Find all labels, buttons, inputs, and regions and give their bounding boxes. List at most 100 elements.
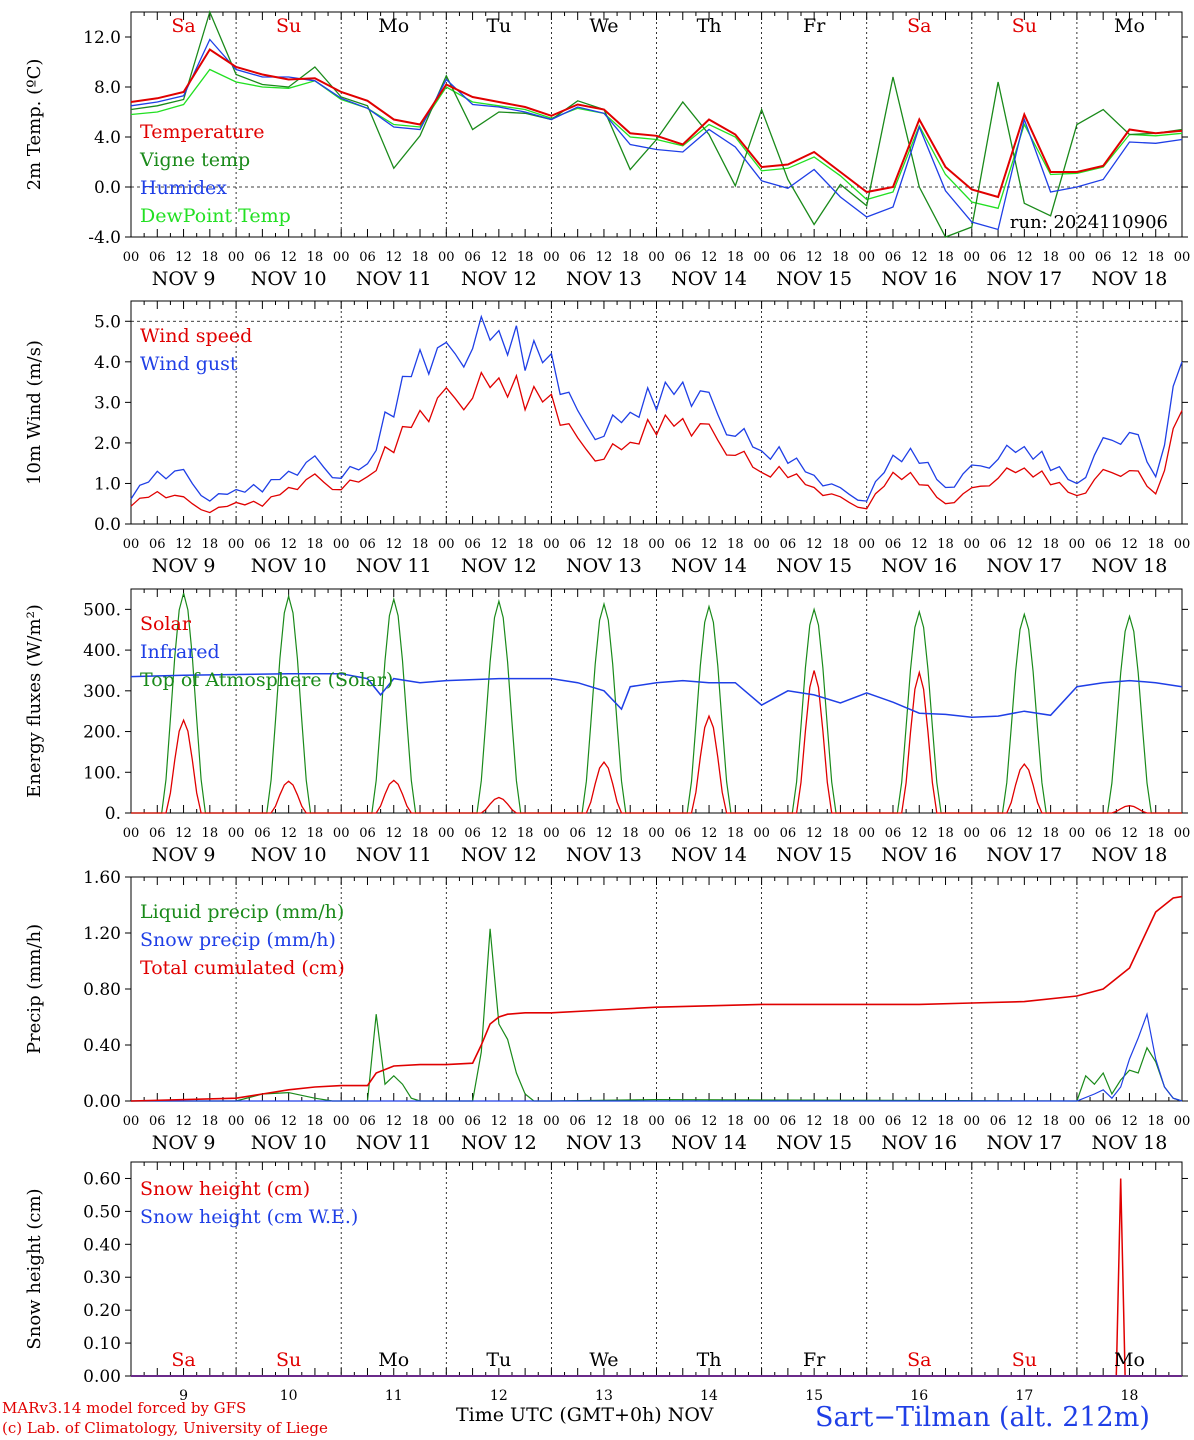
hour-tick-label: 00: [648, 1114, 665, 1129]
hour-tick-label: 06: [885, 250, 902, 265]
hour-tick-label: 12: [911, 537, 928, 552]
hour-tick-label: 06: [569, 537, 586, 552]
hour-tick-label: 12: [280, 1114, 297, 1129]
y-tick-label: 1.60: [83, 868, 121, 888]
hour-tick-label: 00: [858, 826, 875, 841]
day-number: 17: [1015, 1388, 1033, 1404]
date-label: NOV 13: [566, 268, 642, 290]
hour-tick-label: 06: [359, 826, 376, 841]
hour-tick-label: 18: [412, 537, 429, 552]
date-label: NOV 11: [356, 555, 432, 577]
hour-tick-label: 06: [675, 250, 692, 265]
y-tick-label: 12.0: [83, 28, 121, 48]
hour-tick-label: 00: [858, 1114, 875, 1129]
hour-tick-label: 12: [175, 1114, 192, 1129]
hour-tick-label: 12: [491, 1114, 508, 1129]
hour-tick-label: 18: [1147, 537, 1164, 552]
date-label: NOV 13: [566, 555, 642, 577]
day-number: 16: [910, 1388, 928, 1404]
hour-tick-label: 06: [149, 1114, 166, 1129]
date-label: NOV 11: [356, 1132, 432, 1154]
hour-tick-label: 18: [1147, 250, 1164, 265]
y-tick-label: 2.0: [94, 434, 121, 454]
hour-tick-label: 12: [596, 826, 613, 841]
series-line-solar: [131, 669, 1182, 814]
hour-tick-label: 06: [780, 250, 797, 265]
series-line-vigne-temp: [130, 10, 1183, 238]
y-tick-label: 1.0: [94, 474, 121, 494]
date-label: NOV 14: [671, 1132, 747, 1154]
hour-tick-label: 06: [1095, 826, 1112, 841]
hour-tick-label: 00: [543, 537, 560, 552]
hour-tick-label: 00: [964, 537, 981, 552]
hour-tick-label: 18: [412, 1114, 429, 1129]
y-tick-label: -4.0: [88, 228, 121, 248]
y-tick-label: 500.: [83, 600, 121, 620]
hour-tick-label: 06: [885, 537, 902, 552]
hour-tick-label: 18: [622, 537, 639, 552]
series-line-wind-gust: [130, 314, 1183, 502]
day-name: Su: [276, 15, 301, 37]
legend-entry: Solar: [140, 613, 192, 635]
series-line-wind-speed: [130, 371, 1183, 514]
date-label: NOV 10: [251, 844, 327, 866]
day-name: Su: [276, 1349, 301, 1371]
day-name: Mo: [1114, 15, 1145, 37]
y-axis-label: 10m Wind (m/s): [24, 340, 45, 485]
hour-tick-label: 00: [964, 1114, 981, 1129]
hour-tick-label: 00: [964, 250, 981, 265]
hour-tick-label: 06: [359, 250, 376, 265]
hour-tick-label: 00: [543, 826, 560, 841]
y-tick-label: 0.00: [83, 1367, 121, 1387]
hour-tick-label: 18: [727, 250, 744, 265]
date-label: NOV 15: [776, 844, 852, 866]
legend-entry: Snow height (cm W.E.): [140, 1206, 358, 1228]
legend-entry: Infrared: [140, 641, 220, 663]
hour-tick-label: 12: [280, 250, 297, 265]
hour-tick-label: 06: [780, 826, 797, 841]
hour-tick-label: 18: [202, 1114, 219, 1129]
date-label: NOV 11: [356, 268, 432, 290]
hour-tick-label: 12: [1016, 826, 1033, 841]
y-tick-label: 0.30: [83, 1268, 121, 1288]
hour-tick-label: 00: [1069, 537, 1086, 552]
day-name: We: [589, 15, 618, 37]
hour-tick-label: 18: [517, 1114, 534, 1129]
hour-tick-label: 18: [1042, 1114, 1059, 1129]
date-label: NOV 15: [776, 1132, 852, 1154]
day-number: 10: [280, 1388, 298, 1404]
hour-tick-label: 06: [464, 826, 481, 841]
series-line-liquid-precip: [131, 928, 1183, 1102]
hour-tick-label: 06: [254, 537, 271, 552]
hour-tick-label: 12: [1121, 1114, 1138, 1129]
hour-tick-label: 06: [885, 826, 902, 841]
hour-tick-label: 12: [385, 250, 402, 265]
hour-tick-label: 12: [1121, 250, 1138, 265]
y-tick-label: 1.20: [83, 924, 121, 944]
y-tick-label: 0.10: [83, 1334, 121, 1354]
hour-tick-label: 06: [359, 1114, 376, 1129]
hour-tick-label: 18: [937, 826, 954, 841]
hour-tick-label: 06: [990, 1114, 1007, 1129]
y-tick-label: 0.0: [94, 178, 121, 198]
hour-tick-label: 00: [648, 250, 665, 265]
hour-tick-label: 00: [123, 250, 140, 265]
day-name: Sa: [907, 1349, 931, 1371]
hour-tick-label: 12: [385, 537, 402, 552]
hour-tick-label: 18: [727, 826, 744, 841]
hour-tick-label: 00: [123, 1114, 140, 1129]
date-label: NOV 13: [566, 844, 642, 866]
hour-tick-label: 12: [491, 537, 508, 552]
hour-tick-label: 00: [333, 826, 350, 841]
date-label: NOV 9: [152, 268, 216, 290]
day-number: 11: [385, 1388, 403, 1404]
hour-tick-label: 12: [596, 537, 613, 552]
hour-tick-label: 00: [228, 826, 245, 841]
hour-tick-label: 18: [727, 537, 744, 552]
hour-tick-label: 00: [1069, 826, 1086, 841]
hour-tick-label: 12: [806, 537, 823, 552]
date-label: NOV 16: [881, 555, 957, 577]
date-label: NOV 18: [1092, 1132, 1168, 1154]
hour-tick-label: 18: [832, 537, 849, 552]
y-tick-label: 0.50: [83, 1202, 121, 1222]
